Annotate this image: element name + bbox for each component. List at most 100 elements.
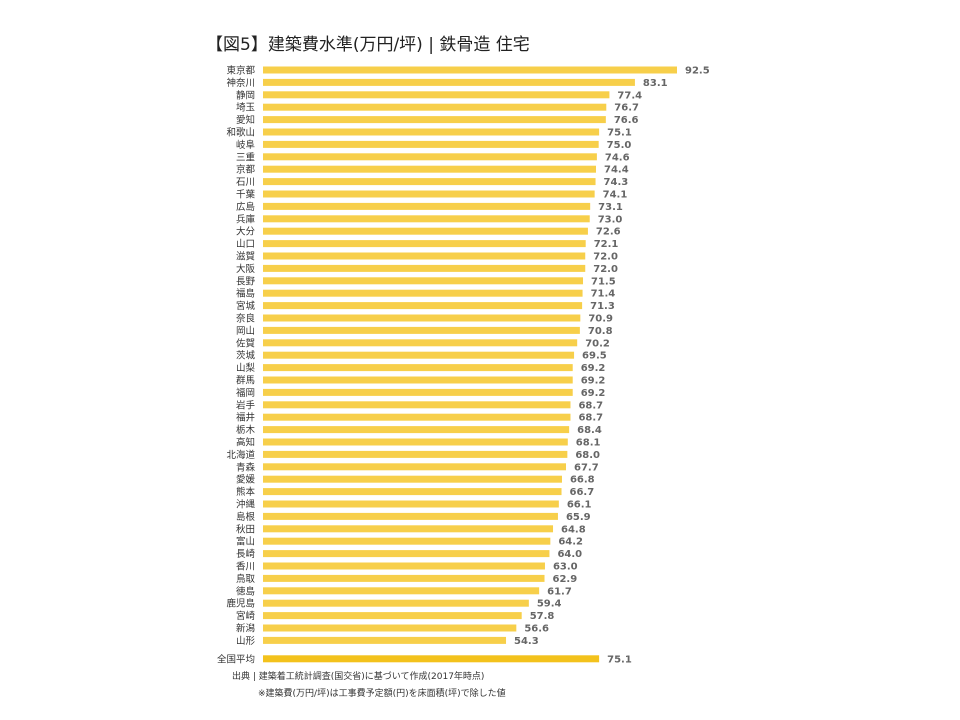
value-label: 57.8 (530, 611, 555, 622)
category-label: 和歌山 (226, 127, 255, 139)
value-label: 70.2 (585, 338, 610, 349)
value-label: 64.2 (558, 537, 583, 548)
bar (263, 215, 590, 223)
value-label: 92.5 (685, 66, 710, 77)
bar (263, 612, 522, 620)
value-label: 56.6 (524, 624, 549, 635)
bar (263, 314, 581, 322)
bar (263, 562, 545, 570)
category-label: 香川 (236, 562, 255, 573)
bar (263, 438, 568, 446)
value-label: 65.9 (566, 512, 591, 523)
value-label: 59.4 (537, 599, 562, 610)
value-label: 72.1 (594, 239, 619, 250)
category-label: 福島 (236, 288, 255, 300)
category-label: 徳島 (236, 585, 255, 597)
calculation-note: ※建築費(万円/坪)は工事費予定額(円)を床面積(坪)で除した値 (258, 689, 506, 699)
value-label: 83.1 (643, 78, 668, 89)
category-label: 大分 (236, 226, 256, 238)
bar (263, 388, 573, 396)
bar (263, 587, 540, 595)
category-label: 大阪 (236, 263, 256, 275)
bar (263, 227, 588, 235)
category-label: 京都 (236, 164, 256, 176)
category-label: 熊本 (236, 486, 256, 498)
value-label: 68.7 (578, 400, 603, 411)
category-label: 長野 (236, 276, 256, 287)
category-label: 滋賀 (236, 251, 255, 263)
bar (263, 537, 551, 545)
category-label: 佐賀 (236, 337, 255, 349)
category-label: 広島 (236, 201, 255, 213)
bar (263, 376, 573, 384)
bar (263, 500, 559, 508)
source-note: 出典 | 建築着工統計調査(国交省)に基づいて作成(2017年時点) (232, 672, 485, 682)
bar (263, 116, 606, 124)
value-label: 74.6 (605, 152, 630, 163)
value-label: 74.3 (604, 177, 629, 188)
bar (263, 103, 607, 111)
category-label: 東京都 (226, 65, 255, 77)
category-label: 奈良 (236, 313, 256, 325)
value-label: 76.6 (614, 115, 639, 126)
bar (263, 78, 635, 86)
category-label: 愛知 (236, 114, 255, 126)
bar (263, 525, 554, 533)
category-label: 山口 (236, 239, 255, 250)
category-label: 全国平均 (217, 653, 255, 665)
bar (263, 475, 562, 483)
value-label: 69.2 (581, 376, 606, 387)
category-label: 三重 (236, 151, 256, 163)
bar (263, 364, 573, 372)
value-label: 75.1 (607, 128, 632, 139)
category-label: 埼玉 (236, 102, 256, 114)
bar (263, 289, 583, 297)
category-label: 石川 (236, 177, 255, 188)
value-label: 70.8 (588, 326, 613, 337)
bar (263, 636, 507, 644)
bar (263, 326, 580, 334)
value-label: 66.8 (570, 475, 595, 486)
value-label: 70.9 (588, 314, 613, 325)
category-label: 鹿児島 (226, 598, 255, 610)
category-label: 栃木 (236, 424, 256, 436)
value-label: 68.4 (577, 425, 602, 436)
category-label: 沖縄 (236, 499, 256, 511)
category-label: 群馬 (236, 375, 255, 387)
category-label: 鳥取 (236, 573, 256, 585)
category-label: 宮崎 (236, 610, 256, 622)
category-label: 千葉 (236, 189, 256, 201)
value-label: 66.7 (570, 487, 595, 498)
value-label: 64.0 (557, 549, 582, 560)
value-label: 72.6 (596, 227, 621, 238)
value-label: 54.3 (514, 636, 539, 647)
national-average-bar (263, 655, 600, 663)
value-label: 68.0 (575, 450, 600, 461)
bar (263, 240, 586, 248)
bar (263, 450, 568, 458)
value-label: 71.5 (591, 276, 616, 287)
category-label: 福井 (236, 412, 255, 424)
bar (263, 426, 570, 434)
category-label: 宮城 (236, 300, 256, 312)
category-label: 秋田 (236, 523, 255, 535)
value-label: 62.9 (553, 574, 578, 585)
category-label: 兵庫 (236, 213, 256, 225)
bar (263, 624, 517, 632)
bar (263, 128, 600, 136)
category-label: 山梨 (236, 362, 256, 374)
category-label: 長崎 (236, 548, 256, 560)
bar (263, 401, 571, 409)
chart-title: 【図5】建築費水準(万円/坪) | 鉄骨造 住宅 (206, 35, 530, 55)
value-label: 67.7 (574, 462, 599, 473)
category-label: 岐阜 (236, 139, 255, 151)
category-label: 新潟 (236, 623, 255, 635)
bar (263, 178, 596, 186)
value-label: 66.1 (567, 500, 592, 511)
value-label: 63.0 (553, 562, 578, 573)
bar (263, 512, 558, 520)
value-label: 69.2 (581, 388, 606, 399)
value-label: 71.4 (591, 289, 616, 300)
category-label: 福岡 (236, 387, 255, 399)
